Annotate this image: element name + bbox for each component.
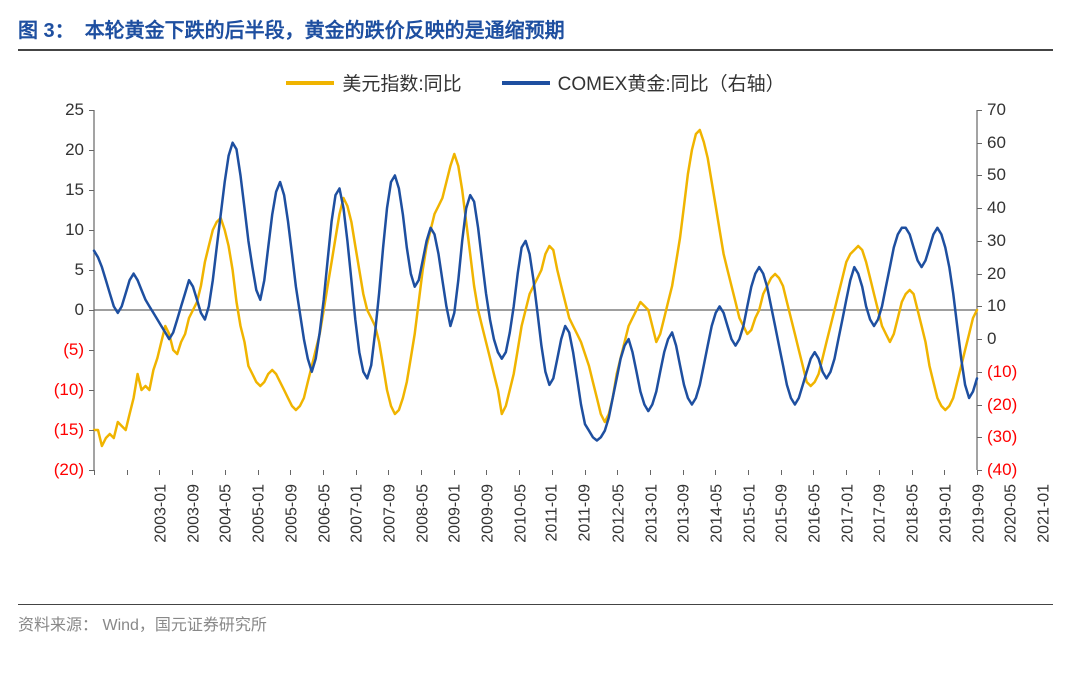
chart-legend: 美元指数:同比 COMEX黄金:同比（右轴） bbox=[18, 69, 1053, 96]
y-axis-right-tick-label: 40 bbox=[987, 198, 1006, 218]
x-axis-tick-label: 2003-01 bbox=[153, 484, 171, 543]
y-axis-right-tick-label: (30) bbox=[987, 427, 1017, 447]
x-axis-tick-label: 2017-01 bbox=[839, 484, 857, 543]
y-axis-left-tick-label: (20) bbox=[54, 460, 84, 480]
chart-svg bbox=[18, 102, 1053, 582]
figure-title: 本轮黄金下跌的后半段，黄金的跌价反映的是通缩预期 bbox=[85, 14, 565, 43]
x-axis-tick-label: 2003-09 bbox=[185, 484, 203, 543]
y-axis-left-tick-label: 0 bbox=[75, 300, 84, 320]
x-axis-tick-label: 2007-09 bbox=[382, 484, 400, 543]
source-label: 资料来源： bbox=[18, 617, 98, 634]
footer-separator bbox=[18, 604, 1053, 605]
legend-item-usd: 美元指数:同比 bbox=[286, 69, 461, 96]
x-axis-tick-label: 2012-05 bbox=[611, 484, 629, 543]
y-axis-left-tick-label: 15 bbox=[65, 180, 84, 200]
x-axis-tick-label: 2005-09 bbox=[284, 484, 302, 543]
x-axis-tick-label: 2015-09 bbox=[774, 484, 792, 543]
y-axis-left-tick-label: (10) bbox=[54, 380, 84, 400]
y-axis-left-tick-label: (5) bbox=[63, 340, 84, 360]
y-axis-right-tick-label: 60 bbox=[987, 133, 1006, 153]
figure-source: 资料来源： Wind，国元证券研究所 bbox=[18, 611, 1053, 635]
y-axis-right-tick-label: (10) bbox=[987, 362, 1017, 382]
x-axis-tick-label: 2006-05 bbox=[316, 484, 334, 543]
x-axis-tick-label: 2011-09 bbox=[577, 484, 595, 542]
y-axis-left-tick-label: 25 bbox=[65, 100, 84, 120]
y-axis-right-tick-label: 50 bbox=[987, 165, 1006, 185]
x-axis-tick-label: 2009-09 bbox=[480, 484, 498, 543]
x-axis-tick-label: 2014-05 bbox=[709, 484, 727, 543]
x-axis-tick-label: 2009-01 bbox=[447, 484, 465, 543]
x-axis-tick-label: 2013-09 bbox=[676, 484, 694, 543]
x-axis-tick-label: 2020-05 bbox=[1003, 484, 1021, 543]
y-axis-right-tick-label: 70 bbox=[987, 100, 1006, 120]
x-axis-tick-label: 2011-01 bbox=[544, 484, 562, 542]
figure-header: 图 3： 本轮黄金下跌的后半段，黄金的跌价反映的是通缩预期 bbox=[18, 14, 1053, 49]
y-axis-right-tick-label: 20 bbox=[987, 264, 1006, 284]
x-axis-tick-label: 2013-01 bbox=[643, 484, 661, 543]
y-axis-left-tick-label: 20 bbox=[65, 140, 84, 160]
line-chart: (20) (15) (10) (5) 0 5 10 15 20 25 (40) (30) (20) (10… bbox=[18, 102, 1053, 582]
x-axis-tick-label: 2019-01 bbox=[938, 484, 956, 543]
y-axis-right-tick-label: 0 bbox=[987, 329, 996, 349]
y-axis-right-tick-label: 10 bbox=[987, 296, 1006, 316]
legend-swatch bbox=[502, 81, 550, 85]
y-axis-left-tick-label: 5 bbox=[75, 260, 84, 280]
y-axis-right-tick-label: (40) bbox=[987, 460, 1017, 480]
x-axis-tick-label: 2007-01 bbox=[349, 484, 367, 543]
legend-swatch bbox=[286, 81, 334, 85]
x-axis-tick-label: 2005-01 bbox=[251, 484, 269, 543]
legend-label: 美元指数:同比 bbox=[342, 69, 461, 96]
x-axis-tick-label: 2015-01 bbox=[741, 484, 759, 543]
x-axis-tick-label: 2004-05 bbox=[218, 484, 236, 543]
x-axis-tick-label: 2018-05 bbox=[905, 484, 923, 543]
x-axis-tick-label: 2008-05 bbox=[414, 484, 432, 543]
x-axis-tick-label: 2019-09 bbox=[970, 484, 988, 543]
source-text: Wind，国元证券研究所 bbox=[102, 617, 266, 634]
y-axis-right-tick-label: 30 bbox=[987, 231, 1006, 251]
legend-label: COMEX黄金:同比（右轴） bbox=[558, 69, 785, 96]
x-axis-tick-label: 2021-01 bbox=[1036, 484, 1054, 543]
figure-number: 图 3： bbox=[18, 14, 75, 43]
series-comex_gold bbox=[94, 143, 977, 441]
x-axis-tick-label: 2016-05 bbox=[807, 484, 825, 543]
y-axis-left-tick-label: (15) bbox=[54, 420, 84, 440]
x-axis-tick-label: 2010-05 bbox=[512, 484, 530, 543]
y-axis-left-tick-label: 10 bbox=[65, 220, 84, 240]
y-axis-right-tick-label: (20) bbox=[987, 395, 1017, 415]
x-axis-tick-label: 2017-09 bbox=[872, 484, 890, 543]
legend-item-gold: COMEX黄金:同比（右轴） bbox=[502, 69, 785, 96]
title-separator bbox=[18, 49, 1053, 51]
